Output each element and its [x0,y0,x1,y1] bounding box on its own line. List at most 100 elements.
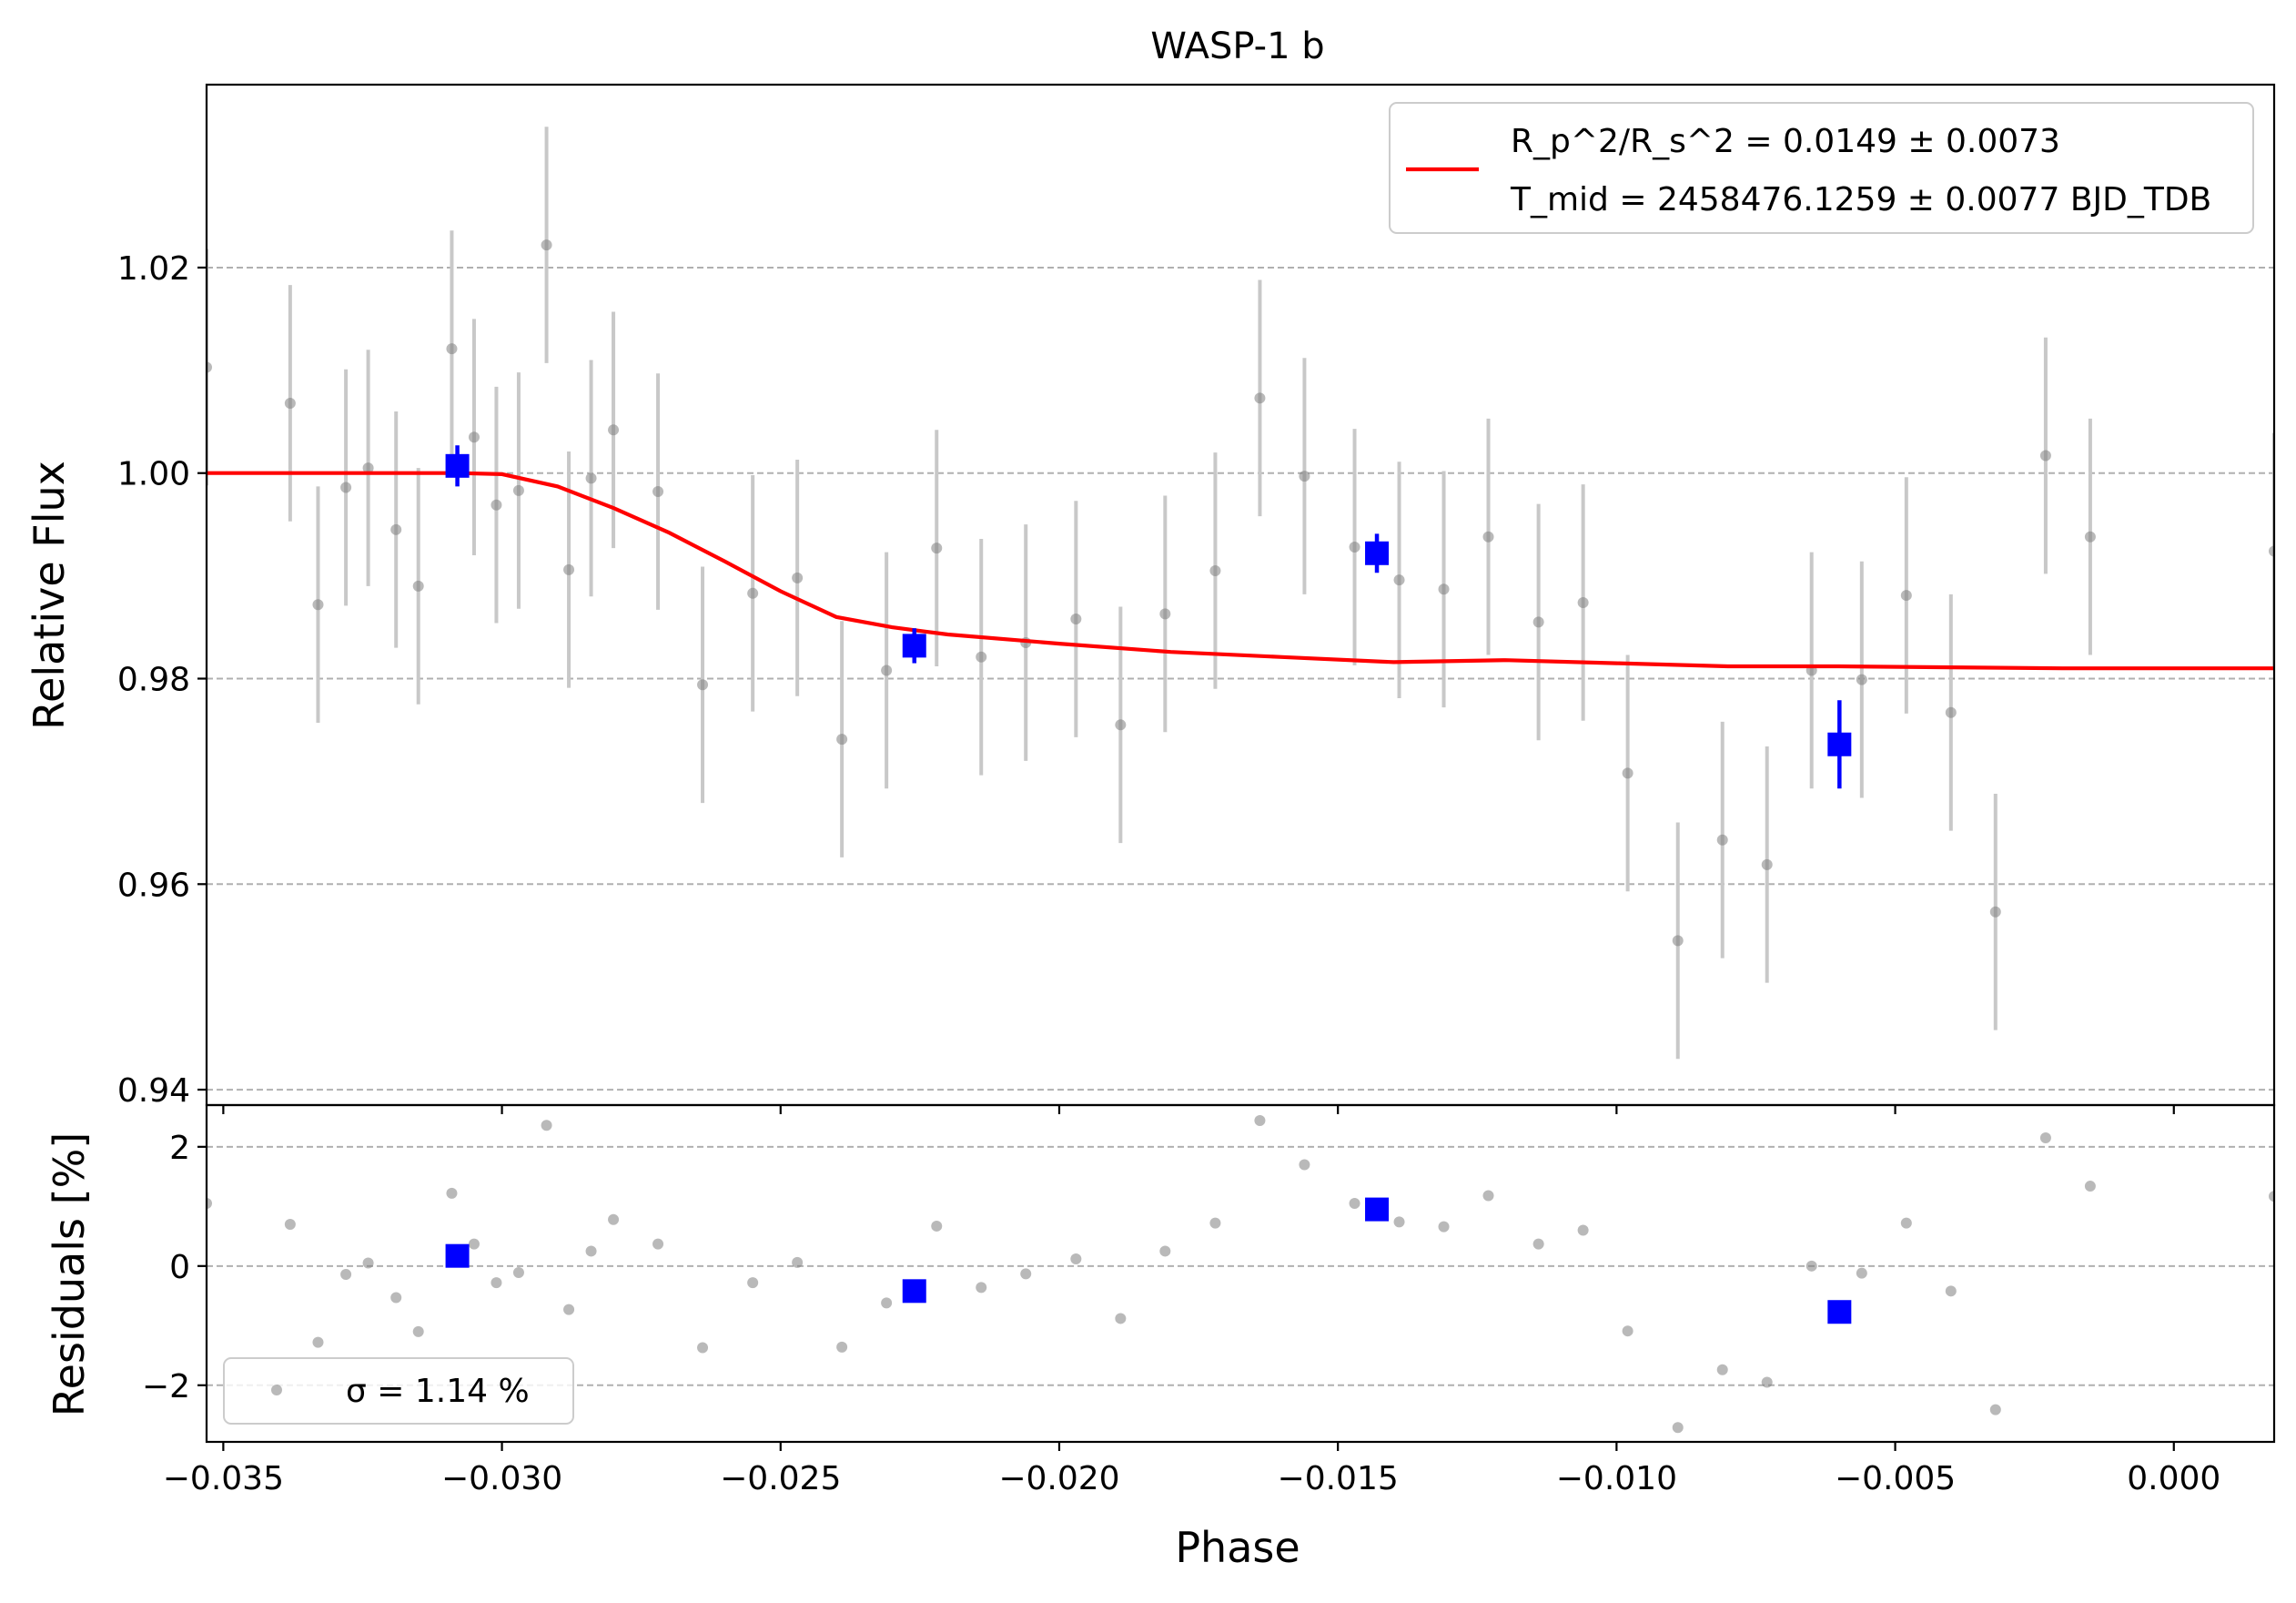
flux-data-point [1299,471,1310,482]
flux-data-point [881,665,893,676]
flux-data-points [207,239,2274,947]
flux-data-point [792,572,804,583]
flux-data-point [1622,767,1633,779]
residual-point [1716,1364,1728,1375]
residual-point [2039,1132,2051,1144]
flux-gridlines [207,266,2274,1091]
residual-point [491,1277,502,1289]
flux-data-point [1393,574,1405,586]
residual-point [976,1282,987,1294]
flux-legend-box [1389,102,2254,234]
x-tick-label: −0.015 [1278,1460,1399,1497]
flux-data-point [2269,545,2274,557]
flux-data-point [207,361,212,373]
residual-point [563,1304,575,1315]
residual-point [1393,1216,1405,1228]
x-tick-label: 0.000 [2127,1460,2220,1497]
residual-point [1761,1376,1773,1388]
legend-depth-text: R_p^2/R_s^2 = 0.0149 ± 0.0073 [1511,123,2060,160]
x-tick-label: −0.020 [998,1460,1119,1497]
x-tick-label: −0.010 [1556,1460,1677,1497]
flux-data-point [585,472,597,484]
flux-data-point [512,484,524,496]
flux-data-point [1856,674,1867,685]
residual-point [1115,1313,1127,1324]
flux-y-tick-label: 0.94 [117,1072,190,1110]
residuals-y-label: Residuals [%] [45,1132,94,1416]
x-tick-label: −0.025 [720,1460,841,1497]
residual-point [541,1120,552,1131]
residual-point [836,1341,848,1353]
residuals-panel-frame [205,1103,2276,1444]
residuals-legend-marker [271,1385,282,1395]
flux-data-point [541,239,552,251]
residual-point [1856,1267,1867,1279]
legend-depth-label: R_p^2/R_s^2 = 0.0149 ± 0.0073 [1511,123,2060,160]
flux-data-point [1761,858,1773,870]
flux-data-point [1577,596,1589,608]
flux-y-axis: 0.94 0.96 0.98 1.00 1.02 [117,250,207,1110]
flux-data-point [1482,531,1494,543]
residuals-legend-box [223,1357,574,1425]
flux-data-point [1945,706,1957,718]
residual-point [1349,1198,1360,1210]
flux-data-point [652,486,664,498]
residual-point [792,1256,804,1268]
residual-point [1209,1217,1221,1229]
flux-data-point [1989,906,2001,918]
residual-point [1805,1260,1817,1272]
x-tick-label: −0.005 [1835,1460,1956,1497]
residuals-y-tick-label: 0 [169,1249,190,1286]
flux-data-point [1349,542,1360,553]
flux-data-point [1900,590,1912,602]
residuals-data-points [207,1115,2274,1434]
flux-y-tick-label: 1.00 [117,456,190,493]
residuals-y-axis: −2 0 2 [142,1130,207,1405]
flux-binned-point [1827,732,1852,756]
residual-point [585,1245,597,1257]
residual-point [1989,1404,2001,1415]
flux-data-point [931,543,943,554]
flux-data-point [1438,583,1450,595]
residual-point [747,1277,759,1289]
flux-legend: R_p^2/R_s^2 = 0.0149 ± 0.0073 T_mid = 24… [1389,102,2254,234]
residual-binned-point [1365,1197,1390,1222]
transit-model-line [207,471,2274,671]
residual-point [1438,1221,1450,1233]
residual-point [446,1187,458,1199]
flux-data-point [1209,564,1221,576]
residual-point [468,1238,480,1250]
flux-binned-point [1365,541,1390,565]
residuals-panel: −2 0 2 −0.035 −0.030 −0.025 −0.020 −0.015 −0.01… [45,1103,2276,1572]
flux-data-point [1532,616,1544,628]
residual-point [390,1292,402,1304]
flux-data-point [1159,608,1171,620]
residual-point [1622,1325,1633,1337]
flux-data-point [412,580,424,592]
residual-point [1020,1268,1032,1280]
residuals-x-axis: −0.035 −0.030 −0.025 −0.020 −0.015 −0.010 −0.0… [163,1442,2220,1497]
flux-panel: 0.94 0.96 0.98 1.00 1.02 Relative Flux R_p^2… [25,83,2276,1114]
residual-point [512,1267,524,1279]
flux-data-point [312,599,324,611]
flux-y-label: Relative Flux [25,461,74,730]
x-axis-label: Phase [1175,1523,1300,1572]
chart-title: WASP-1 b [1150,25,1324,67]
legend-tmid-text: T_mid = 2458476.1259 ± 0.0077 BJD_TDB [1510,181,2211,218]
residual-point [340,1268,352,1280]
flux-data-point [1716,834,1728,846]
residual-point [412,1325,424,1337]
residual-point [207,1198,212,1210]
residual-point [1672,1422,1684,1434]
flux-data-point [340,482,352,493]
residual-point [1299,1159,1310,1171]
residual-point [1577,1224,1589,1236]
residual-binned-point [902,1279,926,1304]
residual-point [1532,1238,1544,1250]
flux-data-point [1254,392,1266,404]
residual-point [284,1218,296,1230]
residual-point [1945,1285,1957,1297]
residuals-binned-points [445,1197,1852,1324]
flux-data-point [1070,614,1082,625]
